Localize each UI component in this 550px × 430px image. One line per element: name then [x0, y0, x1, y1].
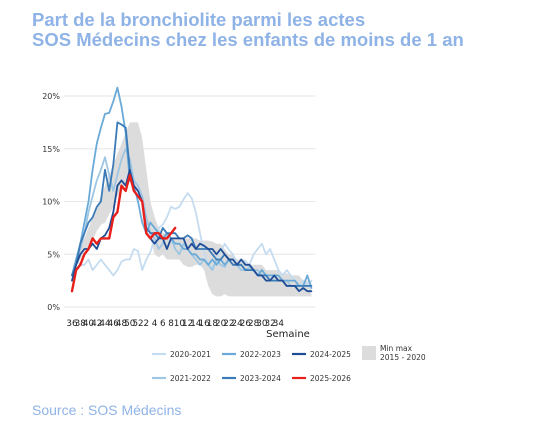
chart-title-line-2: SOS Médecins chez les enfants de moins d…	[32, 29, 464, 50]
x-tick-label: 2	[143, 319, 149, 329]
series-line-2025-2026	[70, 173, 177, 293]
legend-label: 2025-2026	[310, 374, 351, 383]
legend-label: 2021-2022	[170, 374, 211, 383]
x-tick-label: 50	[124, 319, 136, 329]
legend-band-label: Min max 2015 - 2020	[380, 344, 426, 362]
x-tick-label: 52	[132, 319, 143, 329]
x-tick-label: 12	[182, 319, 193, 329]
x-tick-label: 20	[215, 319, 227, 329]
source-note: Source : SOS Médecins	[32, 402, 182, 418]
x-tick-label: 32	[265, 319, 276, 329]
x-tick-label: 10	[174, 319, 186, 329]
x-tick-label: 40	[83, 319, 95, 329]
x-tick-label: 6	[160, 319, 166, 329]
x-tick-label: 28	[248, 319, 259, 329]
y-tick-label: 20%	[42, 92, 60, 101]
chart-title-line-1: Part de la bronchiolite parmi les actes	[32, 9, 366, 30]
x-tick-label: 14	[190, 319, 202, 329]
x-tick-label: 34	[273, 319, 285, 329]
x-tick-label: 36	[66, 319, 78, 329]
legend: 2020-2021 2022-2023 2024-2025 2021-2022 2023…	[152, 344, 426, 383]
legend-label: 2024-2025	[310, 350, 351, 359]
x-tick-label: 16	[198, 319, 210, 329]
x-tick-label: 18	[207, 319, 218, 329]
y-tick-label: 0%	[47, 303, 60, 312]
series-line-2020-2021	[71, 192, 313, 287]
x-tick-label: 48	[116, 319, 127, 329]
x-tick-label: 44	[99, 319, 111, 329]
x-tick-label: 24	[232, 319, 244, 329]
chart-title: Part de la bronchiolite parmi les actes …	[32, 10, 542, 50]
series-line-2023-2024	[71, 121, 313, 287]
series-lines	[70, 86, 313, 293]
series-line-2022-2023	[71, 86, 313, 289]
x-tick-label: 4	[152, 319, 158, 329]
x-axis-label: Semaine	[266, 329, 310, 340]
y-axis-ticks: 0% 5% 10% 15% 20%	[42, 92, 60, 312]
x-tick-label: 42	[91, 319, 102, 329]
y-tick-label: 15%	[42, 145, 60, 154]
legend-label: 2022-2023	[240, 350, 281, 359]
legend-label: 2023-2024	[240, 374, 281, 383]
x-tick-label: 46	[108, 319, 120, 329]
x-tick-label: 22	[223, 319, 234, 329]
y-tick-label: 5%	[47, 250, 60, 259]
legend-band-swatch	[362, 346, 376, 360]
x-tick-label: 38	[75, 319, 86, 329]
x-tick-label: 26	[240, 319, 252, 329]
y-tick-label: 10%	[42, 198, 60, 207]
x-tick-label: 30	[256, 319, 268, 329]
legend-label: 2020-2021	[170, 350, 211, 359]
x-tick-label: 8	[168, 319, 174, 329]
series-line-2024-2025	[71, 168, 313, 293]
